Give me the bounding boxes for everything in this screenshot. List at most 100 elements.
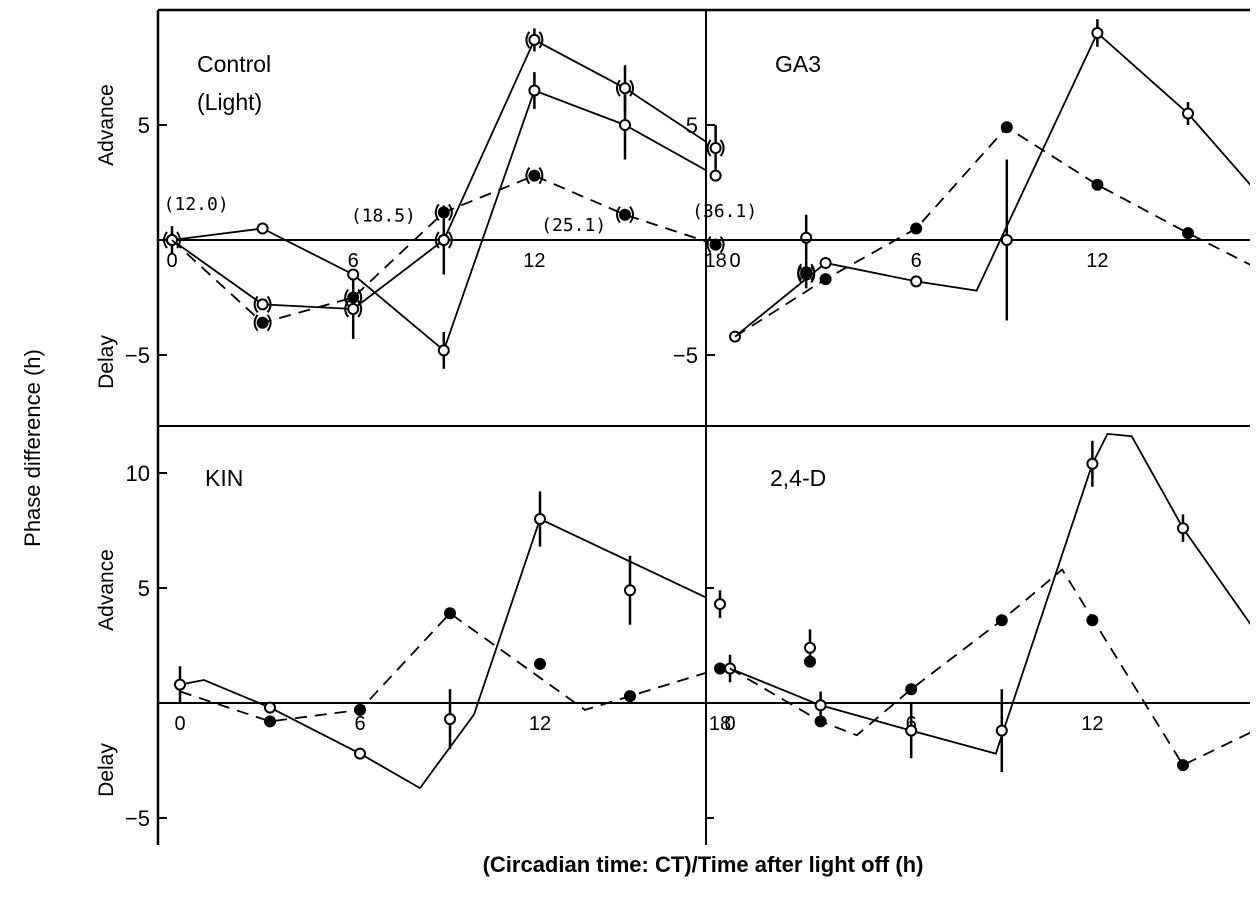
y-axis-label: Phase difference (h) (20, 349, 45, 547)
annotation-label: (18.5) (351, 206, 416, 227)
series-open-solid (729, 19, 1250, 343)
data-point-filled (714, 662, 726, 675)
series-bracket-filled-dashed (171, 167, 816, 332)
y-tick-label: 5 (686, 113, 698, 138)
annotation-label: (12.0) (164, 194, 229, 215)
data-point-filled (534, 657, 546, 670)
data-point-bracketed (528, 33, 541, 46)
bracket-right (357, 288, 363, 307)
data-point-bracketed (528, 169, 541, 182)
bracket-right (447, 203, 453, 221)
data-point-bracketed (437, 234, 450, 246)
panel-top-left: 5 −5 0 6 12 18 Control (Light) (12.0) (18.5) (25.1… (125, 28, 816, 369)
data-point-filled (1182, 227, 1194, 240)
panels: 5 −5 0 6 12 18 Control (Light) (12.0) (18.5) (25.1… (125, 19, 1250, 831)
data-point-filled (905, 683, 918, 696)
bracket-left (434, 203, 440, 221)
panel-title: KIN (205, 465, 243, 491)
data-point-open (354, 747, 366, 760)
series-line (171, 174, 706, 324)
x-tick-label: 6 (354, 713, 365, 735)
x-tick-label: 0 (724, 713, 735, 735)
data-point-open (1182, 107, 1194, 120)
annotation-label: (25.1) (541, 215, 606, 236)
bracket-left (163, 231, 168, 249)
data-point-filled (804, 655, 816, 668)
bracket-right (719, 236, 725, 254)
series-line (179, 612, 706, 723)
x-tick-label: 0 (174, 713, 185, 735)
x-tick-label: 12 (529, 713, 551, 735)
data-point-open (624, 584, 636, 597)
panel-bottom-right: 0612182,4-D (706, 432, 1250, 819)
y-tick-label: 10 (126, 461, 150, 486)
series-line (171, 38, 706, 310)
data-point-open (819, 257, 832, 269)
bracket-right (447, 231, 453, 249)
data-point-open (174, 678, 186, 691)
x-tick-label: 0 (166, 250, 177, 272)
bracket-left (253, 314, 259, 332)
series-filled-dashed (729, 568, 1250, 772)
bracket-left (706, 236, 712, 254)
data-point-filled (819, 273, 832, 286)
x-tick-label: 12 (523, 250, 545, 272)
bracket-right (538, 167, 544, 185)
data-point-open (534, 513, 546, 525)
data-point-open (444, 713, 456, 726)
data-point-filled (995, 614, 1008, 627)
data-point-open (709, 169, 722, 182)
bracket-left (344, 288, 350, 307)
bracket-left (525, 167, 531, 185)
data-point-bracketed (619, 208, 631, 221)
data-point-filled (1177, 759, 1189, 772)
y-tick-label: −5 (673, 343, 698, 368)
data-point-open (804, 641, 816, 654)
data-point-open (528, 84, 541, 97)
series-line (171, 89, 706, 352)
panel-frame (156, 8, 1250, 845)
x-tick-label: 18 (709, 713, 731, 735)
series-line (734, 31, 1250, 338)
bracket-right (176, 231, 181, 249)
bracket-left (706, 139, 712, 157)
data-point-open (910, 275, 923, 288)
y-tick-label: −5 (125, 806, 150, 831)
panel-title: 2,4-D (770, 465, 826, 491)
bracket-right (719, 139, 725, 157)
advance-label-bottom: Advance (95, 549, 118, 631)
data-point-filled (910, 222, 923, 235)
bracket-right (538, 31, 544, 49)
y-tick-label: 5 (138, 576, 150, 601)
y-tick-label: 5 (138, 113, 150, 138)
advance-label-top: Advance (95, 84, 118, 166)
bracket-right (629, 79, 634, 97)
data-point-filled (1091, 178, 1104, 191)
data-point-open (347, 268, 360, 281)
delay-label-top: Delay (95, 335, 118, 389)
panel-bottom-left: 10 5 −5 0 6 12 18 KIN (125, 461, 816, 831)
data-point-bracketed (347, 303, 360, 315)
bracket-left (434, 231, 440, 249)
bracket-right (266, 314, 272, 332)
series-open-solid (174, 491, 816, 790)
panel-top-right: 5 −5 0 6 12 18 GA3 (673, 19, 1250, 368)
data-point-bracketed (800, 266, 813, 279)
data-point-open (800, 231, 813, 244)
data-point-open (905, 724, 918, 737)
data-point-bracketed (256, 316, 269, 329)
data-point-open (714, 598, 726, 611)
data-point-open (1091, 27, 1104, 39)
data-point-open (256, 222, 269, 235)
x-tick-label: 12 (1081, 713, 1103, 735)
data-point-filled (264, 715, 276, 728)
x-axis-label: (Circadian time: CT)/Time after light of… (483, 852, 924, 877)
data-point-bracketed (619, 82, 631, 95)
data-point-open (1177, 522, 1189, 535)
x-tick-label: 18 (704, 250, 726, 272)
x-tick-label: 6 (348, 250, 359, 272)
data-point-filled (624, 690, 636, 703)
series-line (729, 432, 1250, 755)
series-filled-dashed (179, 607, 816, 728)
